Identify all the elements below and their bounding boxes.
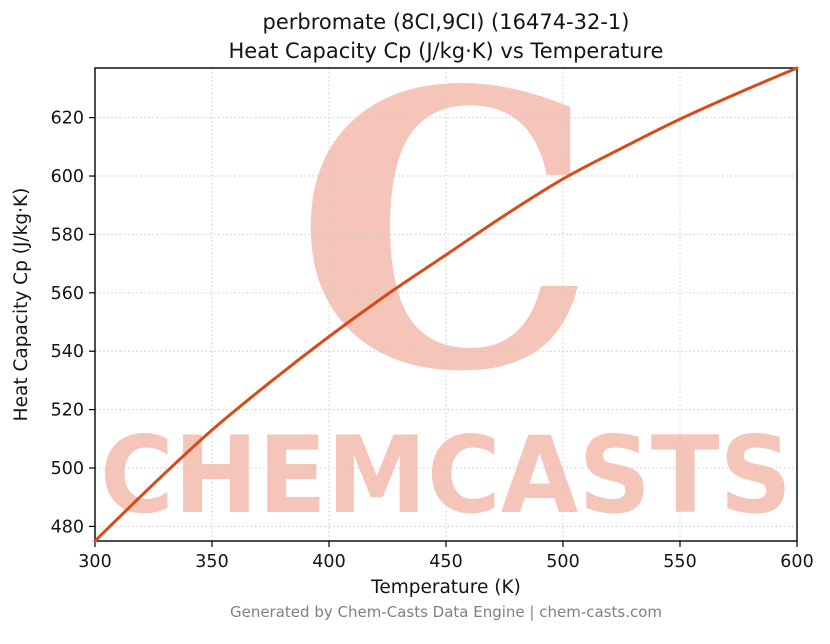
chart-title-line1: perbromate (8CI,9CI) (16474-32-1) (262, 10, 630, 34)
y-axis-label: Heat Capacity Cp (J/kg·K) (11, 188, 32, 422)
x-tick-label: 600 (780, 552, 813, 572)
y-tick-label: 500 (51, 459, 84, 479)
footer-caption: Generated by Chem-Casts Data Engine | ch… (229, 603, 663, 621)
watermark-text: CHEMCASTS (100, 414, 792, 537)
x-tick-label: 550 (663, 552, 696, 572)
y-tick-label: 480 (51, 517, 84, 537)
plot-border (94, 67, 798, 542)
x-axis-label: Temperature (K) (370, 577, 521, 598)
x-tick-label: 350 (195, 552, 228, 572)
x-tick-label: 500 (546, 552, 579, 572)
cp-vs-temperature-line (93, 66, 799, 543)
x-tick-label: 400 (312, 552, 345, 572)
y-tick-label: 560 (51, 284, 84, 304)
y-tick-label: 600 (51, 167, 84, 187)
x-tick-label: 450 (429, 552, 462, 572)
chart-title: perbromate (8CI,9CI) (16474-32-1) Heat C… (95, 8, 797, 66)
y-tick-label: 620 (51, 109, 84, 129)
chart-title-line2: Heat Capacity Cp (J/kg·K) vs Temperature (228, 39, 664, 63)
x-tick-label: 300 (78, 552, 111, 572)
y-tick-label: 580 (51, 225, 84, 245)
y-tick-label: 520 (51, 401, 84, 421)
y-tick-label: 540 (51, 342, 84, 362)
